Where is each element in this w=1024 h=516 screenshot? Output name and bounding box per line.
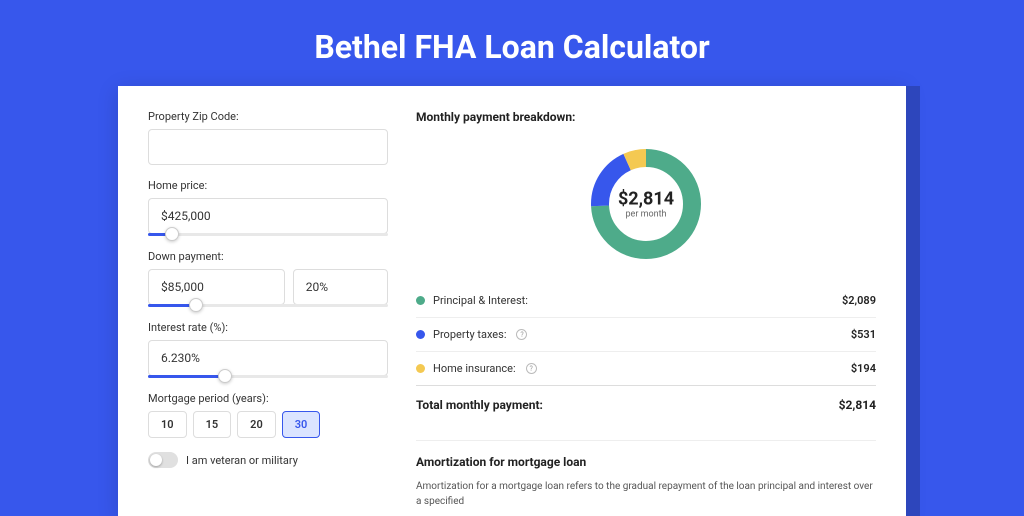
down-payment-pct-input[interactable] [293, 269, 388, 305]
home-price-field: Home price: [148, 179, 388, 236]
down-payment-field: Down payment: [148, 250, 388, 307]
period-option-30[interactable]: 30 [282, 411, 321, 438]
calculator-card: Property Zip Code: Home price: Down paym… [118, 86, 906, 516]
legend-dot [416, 330, 425, 339]
legend-label: Property taxes: [433, 328, 506, 341]
period-label: Mortgage period (years): [148, 392, 388, 405]
interest-field: Interest rate (%): [148, 321, 388, 378]
legend-value: $194 [851, 362, 876, 375]
interest-label: Interest rate (%): [148, 321, 388, 334]
legend-label: Principal & Interest: [433, 294, 528, 307]
home-price-input[interactable] [148, 198, 388, 234]
down-payment-label: Down payment: [148, 250, 388, 263]
card-shadow [906, 86, 920, 516]
zip-label: Property Zip Code: [148, 110, 388, 123]
legend-label: Home insurance: [433, 362, 516, 375]
down-payment-slider[interactable] [148, 304, 388, 307]
donut-sub: per month [618, 210, 674, 220]
veteran-toggle[interactable] [148, 452, 178, 468]
donut-center: $2,814 per month [618, 189, 674, 220]
info-icon[interactable]: ? [526, 363, 537, 374]
legend-row-2: Home insurance:? $194 [416, 351, 876, 385]
veteran-row: I am veteran or military [148, 452, 388, 468]
down-payment-input[interactable] [148, 269, 285, 305]
page-title: Bethel FHA Loan Calculator [0, 0, 1024, 86]
inputs-panel: Property Zip Code: Home price: Down paym… [148, 110, 388, 492]
home-price-label: Home price: [148, 179, 388, 192]
donut-chart: $2,814 per month [586, 144, 706, 264]
legend-row-1: Property taxes:? $531 [416, 317, 876, 351]
interest-slider[interactable] [148, 375, 388, 378]
toggle-knob [150, 454, 162, 466]
breakdown-panel: Monthly payment breakdown: $2,814 per mo… [416, 110, 876, 492]
legend-dot [416, 296, 425, 305]
legend-value: $531 [851, 328, 876, 341]
total-value: $2,814 [839, 398, 876, 412]
zip-input[interactable] [148, 129, 388, 165]
breakdown-title: Monthly payment breakdown: [416, 110, 876, 124]
donut-value: $2,814 [618, 189, 674, 210]
zip-field: Property Zip Code: [148, 110, 388, 165]
home-price-slider[interactable] [148, 233, 388, 236]
legend-value: $2,089 [842, 294, 876, 307]
info-icon[interactable]: ? [516, 329, 527, 340]
veteran-label: I am veteran or military [186, 454, 298, 467]
donut-chart-wrap: $2,814 per month [416, 136, 876, 284]
interest-input[interactable] [148, 340, 388, 376]
period-option-15[interactable]: 15 [193, 411, 232, 438]
total-label: Total monthly payment: [416, 398, 543, 412]
period-field: Mortgage period (years): 10152030 [148, 392, 388, 438]
total-row: Total monthly payment: $2,814 [416, 385, 876, 424]
amortization-title: Amortization for mortgage loan [416, 455, 876, 469]
period-option-10[interactable]: 10 [148, 411, 187, 438]
amortization-section: Amortization for mortgage loan Amortizat… [416, 440, 876, 509]
legend-dot [416, 364, 425, 373]
legend-row-0: Principal & Interest: $2,089 [416, 284, 876, 317]
amortization-text: Amortization for a mortgage loan refers … [416, 479, 876, 509]
period-option-20[interactable]: 20 [237, 411, 276, 438]
